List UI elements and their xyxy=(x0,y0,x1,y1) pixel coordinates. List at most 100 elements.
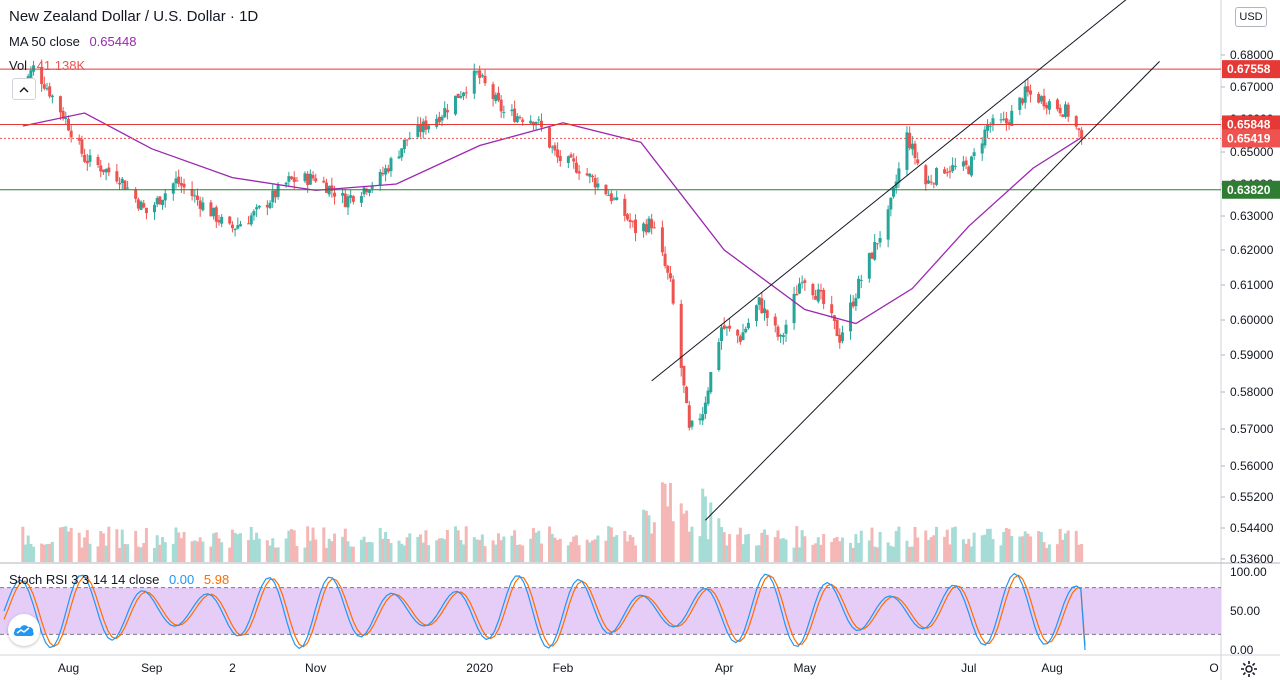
volume-bar xyxy=(625,541,629,562)
volume-bar xyxy=(1010,535,1014,562)
volume-bar xyxy=(314,539,318,562)
volume-bar xyxy=(1004,527,1008,562)
candle-body xyxy=(233,228,237,231)
candle-body xyxy=(943,169,947,174)
volume-bar xyxy=(910,546,914,562)
candle-body xyxy=(419,124,423,132)
volume-bar xyxy=(268,545,272,562)
volume-bar xyxy=(214,532,218,562)
volume-bar xyxy=(924,530,928,562)
candle-body xyxy=(273,190,277,198)
candle-body xyxy=(136,199,140,209)
currency-badge[interactable]: USD xyxy=(1235,7,1267,27)
collapse-legend-button[interactable] xyxy=(12,78,36,100)
candle-body xyxy=(687,405,691,428)
volume-bar xyxy=(327,538,331,562)
volume-bar xyxy=(142,543,146,562)
volume-bar xyxy=(152,547,156,562)
volume-bar xyxy=(553,537,557,562)
candle-body xyxy=(663,253,667,266)
candle-body xyxy=(134,189,138,199)
candle-body xyxy=(690,420,694,427)
stoch-tick-label: 0.00 xyxy=(1230,643,1254,657)
candle-body xyxy=(607,195,611,197)
volume-bar xyxy=(964,543,968,562)
candle-body xyxy=(585,173,589,176)
candle-body xyxy=(456,93,460,99)
candle-body xyxy=(867,253,871,279)
volume-bar xyxy=(972,532,976,562)
price-tag-label: 0.67558 xyxy=(1227,62,1271,76)
candle-body xyxy=(781,335,785,338)
volume-bar xyxy=(754,545,758,562)
candle-body xyxy=(163,193,167,201)
candle-body xyxy=(515,116,519,123)
price-tag-bg xyxy=(1222,180,1280,199)
volume-bar xyxy=(99,531,103,562)
price-tick-label: 0.53600 xyxy=(1230,552,1274,566)
volume-bar xyxy=(437,538,441,562)
volume-bar xyxy=(663,483,667,562)
candle-body xyxy=(40,67,44,84)
volume-bar xyxy=(591,540,595,562)
time-tick-label: Apr xyxy=(715,661,734,675)
volume-bar xyxy=(894,530,898,562)
volume-bar xyxy=(873,546,877,562)
candle-body xyxy=(910,143,914,150)
candle-body xyxy=(746,322,750,329)
volume-bar xyxy=(155,535,159,562)
volume-bar xyxy=(276,547,280,562)
volume-bar xyxy=(453,526,457,562)
price-tick-label: 0.54400 xyxy=(1230,521,1274,535)
candle-body xyxy=(685,386,689,404)
volume-bar xyxy=(558,538,562,562)
volume-bar xyxy=(134,530,138,562)
volume-bar xyxy=(247,540,251,562)
candle-body xyxy=(593,177,597,188)
candle-body xyxy=(255,207,259,210)
volume-bar xyxy=(991,538,995,562)
volume-bar xyxy=(867,540,871,562)
candle-body xyxy=(660,227,664,253)
volume-bar xyxy=(1074,530,1078,562)
candle-body xyxy=(741,332,745,341)
volume-bar xyxy=(744,534,748,562)
candle-body xyxy=(1074,116,1078,127)
volume-bar xyxy=(628,534,632,562)
candle-body xyxy=(566,156,570,163)
candle-body xyxy=(295,180,299,182)
candle-body xyxy=(378,171,382,185)
volume-bar xyxy=(359,539,363,562)
volume-bar xyxy=(859,530,863,562)
candle-body xyxy=(634,219,638,234)
price-tag-bg xyxy=(1222,60,1280,79)
candle-body xyxy=(276,184,280,197)
volume-bar xyxy=(854,534,858,562)
volume-bar xyxy=(725,545,729,562)
candle-body xyxy=(999,119,1003,121)
volume-bar xyxy=(816,537,820,562)
stoch-rsi-pane: 100.00 50.00 0.00 xyxy=(0,565,1267,657)
volume-bar xyxy=(685,510,689,562)
volume-bar xyxy=(1039,531,1043,562)
candle-body xyxy=(814,295,818,300)
volume-bar xyxy=(408,533,412,562)
volume-bar xyxy=(351,546,355,562)
tradingview-logo[interactable] xyxy=(8,614,40,646)
candle-body xyxy=(642,223,646,232)
candle-body xyxy=(703,402,707,414)
candle-body xyxy=(765,310,769,319)
gear-icon[interactable] xyxy=(1239,659,1259,679)
volume-bar xyxy=(249,526,253,562)
candle-body xyxy=(271,190,275,203)
candle-body xyxy=(48,86,52,97)
volume-bar xyxy=(830,541,834,562)
volume-bar xyxy=(604,540,608,562)
volume-bar xyxy=(803,536,807,562)
candle-body xyxy=(139,201,143,210)
volume-bar xyxy=(773,537,777,562)
candle-body xyxy=(158,196,162,205)
volume-bar xyxy=(892,546,896,562)
